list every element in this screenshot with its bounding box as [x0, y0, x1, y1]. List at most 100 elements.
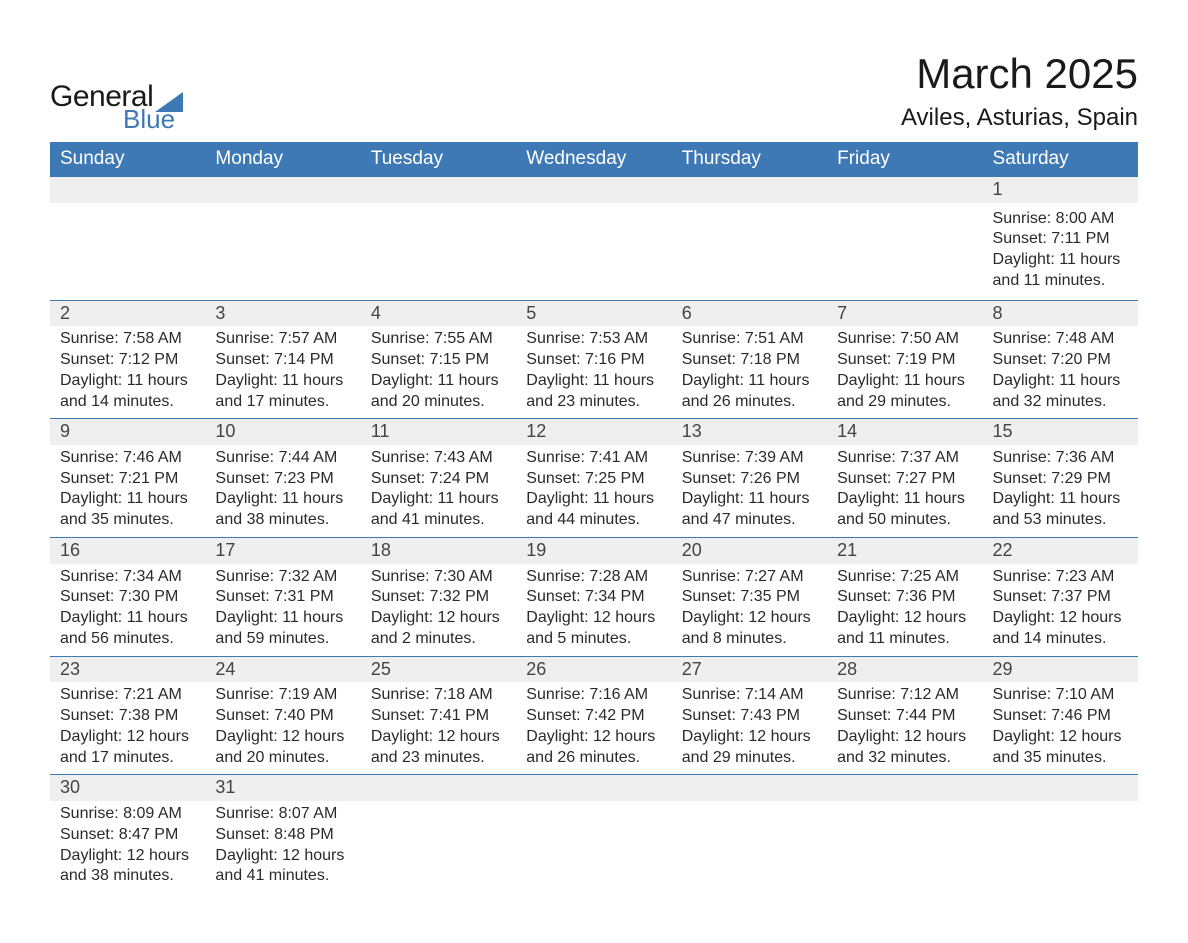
weekday-header: Sunday [50, 142, 205, 177]
day-number: 24 [215, 659, 235, 679]
day-sunrise: Sunrise: 7:18 AM [371, 685, 506, 706]
day-sunrise: Sunrise: 7:41 AM [526, 448, 661, 469]
day-info-cell: Sunrise: 8:07 AMSunset: 8:48 PMDaylight:… [205, 801, 360, 893]
weekday-header: Thursday [672, 142, 827, 177]
day-dl2: and 26 minutes. [682, 392, 817, 413]
day-sunrise: Sunrise: 7:50 AM [837, 329, 972, 350]
day-info-cell: Sunrise: 7:34 AMSunset: 7:30 PMDaylight:… [50, 564, 205, 657]
day-info-cell [516, 801, 671, 893]
day-sunrise: Sunrise: 7:32 AM [215, 567, 350, 588]
day-number: 9 [60, 421, 70, 441]
day-number-cell: 29 [983, 656, 1138, 682]
day-sunrise: Sunrise: 7:23 AM [993, 567, 1128, 588]
day-sunset: Sunset: 7:46 PM [993, 706, 1128, 727]
day-dl2: and 17 minutes. [60, 748, 195, 769]
day-dl1: Daylight: 11 hours [526, 371, 661, 392]
day-info-cell [983, 801, 1138, 893]
day-info-cell: Sunrise: 7:57 AMSunset: 7:14 PMDaylight:… [205, 326, 360, 419]
day-number-cell: 11 [361, 419, 516, 445]
day-sunset: Sunset: 7:19 PM [837, 350, 972, 371]
day-sunrise: Sunrise: 7:34 AM [60, 567, 195, 588]
day-number-cell: 8 [983, 300, 1138, 326]
day-info-row: Sunrise: 7:46 AMSunset: 7:21 PMDaylight:… [50, 445, 1138, 538]
day-number-cell [361, 775, 516, 801]
day-dl2: and 11 minutes. [993, 271, 1128, 292]
day-dl1: Daylight: 11 hours [526, 489, 661, 510]
day-info-cell: Sunrise: 7:43 AMSunset: 7:24 PMDaylight:… [361, 445, 516, 538]
day-number-cell: 7 [827, 300, 982, 326]
day-number-row: 3031 [50, 775, 1138, 801]
day-number: 6 [682, 303, 692, 323]
day-dl2: and 11 minutes. [837, 629, 972, 650]
day-number-cell [516, 177, 671, 203]
day-dl1: Daylight: 11 hours [993, 489, 1128, 510]
day-number-cell: 6 [672, 300, 827, 326]
day-info-cell: Sunrise: 7:44 AMSunset: 7:23 PMDaylight:… [205, 445, 360, 538]
day-sunrise: Sunrise: 7:37 AM [837, 448, 972, 469]
day-dl2: and 29 minutes. [837, 392, 972, 413]
day-dl1: Daylight: 11 hours [215, 489, 350, 510]
day-info-cell [361, 203, 516, 301]
day-sunrise: Sunrise: 7:25 AM [837, 567, 972, 588]
day-dl1: Daylight: 12 hours [837, 727, 972, 748]
day-number: 7 [837, 303, 847, 323]
day-info-cell: Sunrise: 7:23 AMSunset: 7:37 PMDaylight:… [983, 564, 1138, 657]
day-info-cell [50, 203, 205, 301]
day-number-cell: 17 [205, 538, 360, 564]
day-dl1: Daylight: 11 hours [371, 489, 506, 510]
day-number-cell: 13 [672, 419, 827, 445]
day-dl1: Daylight: 11 hours [60, 489, 195, 510]
day-number: 13 [682, 421, 702, 441]
day-dl1: Daylight: 12 hours [682, 608, 817, 629]
day-sunset: Sunset: 7:41 PM [371, 706, 506, 727]
day-number-row: 2345678 [50, 300, 1138, 326]
day-sunset: Sunset: 8:47 PM [60, 825, 195, 846]
day-dl2: and 59 minutes. [215, 629, 350, 650]
day-number-cell: 3 [205, 300, 360, 326]
day-sunset: Sunset: 7:40 PM [215, 706, 350, 727]
day-dl1: Daylight: 12 hours [215, 846, 350, 867]
day-number: 15 [993, 421, 1013, 441]
day-number: 4 [371, 303, 381, 323]
day-dl2: and 50 minutes. [837, 510, 972, 531]
page-title: March 2025 [901, 50, 1138, 98]
day-info-cell: Sunrise: 7:10 AMSunset: 7:46 PMDaylight:… [983, 682, 1138, 775]
day-sunrise: Sunrise: 7:44 AM [215, 448, 350, 469]
day-number: 8 [993, 303, 1003, 323]
day-number-cell: 23 [50, 656, 205, 682]
day-dl2: and 20 minutes. [371, 392, 506, 413]
page-subtitle: Aviles, Asturias, Spain [901, 104, 1138, 132]
day-info-cell: Sunrise: 7:32 AMSunset: 7:31 PMDaylight:… [205, 564, 360, 657]
day-sunset: Sunset: 7:20 PM [993, 350, 1128, 371]
day-dl2: and 5 minutes. [526, 629, 661, 650]
day-sunrise: Sunrise: 8:09 AM [60, 804, 195, 825]
day-dl1: Daylight: 12 hours [60, 846, 195, 867]
day-number: 31 [215, 777, 235, 797]
day-sunrise: Sunrise: 7:55 AM [371, 329, 506, 350]
calendar-table: Sunday Monday Tuesday Wednesday Thursday… [50, 142, 1138, 893]
day-number: 25 [371, 659, 391, 679]
day-info-cell [827, 203, 982, 301]
day-number-cell: 2 [50, 300, 205, 326]
day-dl2: and 14 minutes. [993, 629, 1128, 650]
day-sunset: Sunset: 7:37 PM [993, 587, 1128, 608]
day-info-cell: Sunrise: 7:27 AMSunset: 7:35 PMDaylight:… [672, 564, 827, 657]
day-dl2: and 35 minutes. [993, 748, 1128, 769]
day-number-cell: 10 [205, 419, 360, 445]
day-info-cell: Sunrise: 7:41 AMSunset: 7:25 PMDaylight:… [516, 445, 671, 538]
day-dl1: Daylight: 12 hours [993, 608, 1128, 629]
day-number-cell [672, 775, 827, 801]
day-dl2: and 44 minutes. [526, 510, 661, 531]
day-number-row: 1 [50, 177, 1138, 203]
day-info-cell: Sunrise: 7:21 AMSunset: 7:38 PMDaylight:… [50, 682, 205, 775]
day-number: 17 [215, 540, 235, 560]
logo-triangle-icon [155, 90, 183, 112]
day-number-cell [516, 775, 671, 801]
day-sunrise: Sunrise: 8:07 AM [215, 804, 350, 825]
day-dl1: Daylight: 12 hours [682, 727, 817, 748]
day-sunset: Sunset: 7:14 PM [215, 350, 350, 371]
day-dl2: and 26 minutes. [526, 748, 661, 769]
weekday-header-row: Sunday Monday Tuesday Wednesday Thursday… [50, 142, 1138, 177]
day-sunrise: Sunrise: 7:21 AM [60, 685, 195, 706]
day-sunset: Sunset: 7:12 PM [60, 350, 195, 371]
